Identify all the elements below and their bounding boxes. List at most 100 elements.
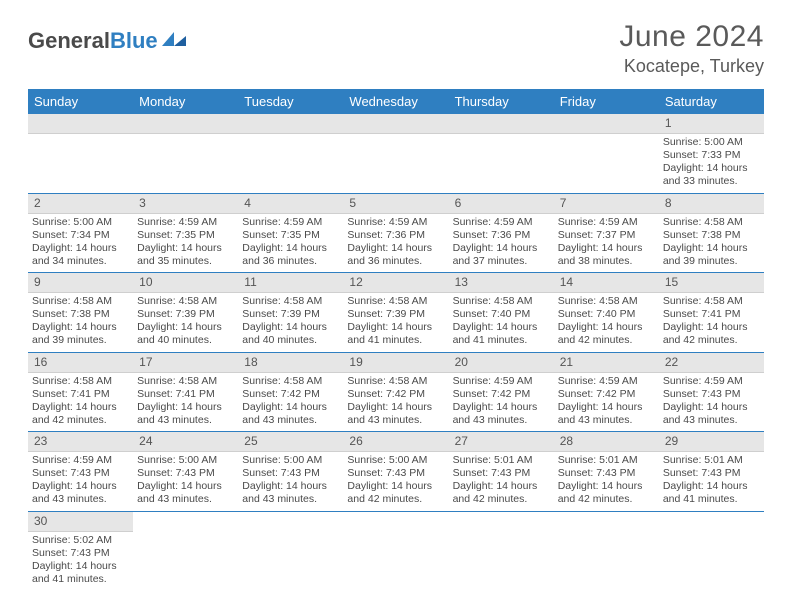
weekday-header: Tuesday	[238, 89, 343, 114]
sunset-text: Sunset: 7:43 PM	[137, 467, 234, 480]
week-row: 9Sunrise: 4:58 AMSunset: 7:38 PMDaylight…	[28, 273, 764, 353]
day-cell: 4Sunrise: 4:59 AMSunset: 7:35 PMDaylight…	[238, 193, 343, 273]
month-title: June 2024	[619, 20, 764, 54]
day-cell: 23Sunrise: 4:59 AMSunset: 7:43 PMDayligh…	[28, 432, 133, 512]
day-cell	[238, 114, 343, 193]
day-cell: 22Sunrise: 4:59 AMSunset: 7:43 PMDayligh…	[659, 352, 764, 432]
brand-part1: General	[28, 28, 110, 54]
day-cell: 27Sunrise: 5:01 AMSunset: 7:43 PMDayligh…	[449, 432, 554, 512]
calendar-body: 1Sunrise: 5:00 AMSunset: 7:33 PMDaylight…	[28, 114, 764, 590]
day-cell: 19Sunrise: 4:58 AMSunset: 7:42 PMDayligh…	[343, 352, 448, 432]
day-cell	[238, 511, 343, 590]
sunset-text: Sunset: 7:43 PM	[32, 547, 129, 560]
sunset-text: Sunset: 7:43 PM	[663, 388, 760, 401]
day-cell: 30Sunrise: 5:02 AMSunset: 7:43 PMDayligh…	[28, 511, 133, 590]
sunrise-text: Sunrise: 4:59 AM	[663, 375, 760, 388]
sunset-text: Sunset: 7:38 PM	[663, 229, 760, 242]
daylight-text: Daylight: 14 hours and 43 minutes.	[558, 401, 655, 427]
day-number: 4	[238, 194, 343, 214]
daylight-text: Daylight: 14 hours and 33 minutes.	[663, 162, 760, 188]
day-cell: 12Sunrise: 4:58 AMSunset: 7:39 PMDayligh…	[343, 273, 448, 353]
day-cell: 21Sunrise: 4:59 AMSunset: 7:42 PMDayligh…	[554, 352, 659, 432]
daylight-text: Daylight: 14 hours and 36 minutes.	[242, 242, 339, 268]
weekday-header: Saturday	[659, 89, 764, 114]
day-number: 17	[133, 353, 238, 373]
daylight-text: Daylight: 14 hours and 43 minutes.	[453, 401, 550, 427]
header: GeneralBlue June 2024 Kocatepe, Turkey	[28, 20, 764, 77]
day-cell: 26Sunrise: 5:00 AMSunset: 7:43 PMDayligh…	[343, 432, 448, 512]
day-cell: 5Sunrise: 4:59 AMSunset: 7:36 PMDaylight…	[343, 193, 448, 273]
sunrise-text: Sunrise: 4:59 AM	[347, 216, 444, 229]
daylight-text: Daylight: 14 hours and 39 minutes.	[663, 242, 760, 268]
day-cell: 18Sunrise: 4:58 AMSunset: 7:42 PMDayligh…	[238, 352, 343, 432]
sunset-text: Sunset: 7:40 PM	[453, 308, 550, 321]
day-number: 22	[659, 353, 764, 373]
sunset-text: Sunset: 7:36 PM	[453, 229, 550, 242]
sunset-text: Sunset: 7:41 PM	[663, 308, 760, 321]
sunset-text: Sunset: 7:42 PM	[453, 388, 550, 401]
day-number: 26	[343, 432, 448, 452]
daylight-text: Daylight: 14 hours and 41 minutes.	[663, 480, 760, 506]
day-number: 19	[343, 353, 448, 373]
day-number: 8	[659, 194, 764, 214]
day-number: 5	[343, 194, 448, 214]
day-cell	[449, 511, 554, 590]
daylight-text: Daylight: 14 hours and 38 minutes.	[558, 242, 655, 268]
day-number: 28	[554, 432, 659, 452]
day-cell: 14Sunrise: 4:58 AMSunset: 7:40 PMDayligh…	[554, 273, 659, 353]
sunset-text: Sunset: 7:43 PM	[663, 467, 760, 480]
sunrise-text: Sunrise: 5:00 AM	[663, 136, 760, 149]
daylight-text: Daylight: 14 hours and 43 minutes.	[347, 401, 444, 427]
sunrise-text: Sunrise: 4:59 AM	[137, 216, 234, 229]
sunrise-text: Sunrise: 4:58 AM	[663, 295, 760, 308]
day-cell: 3Sunrise: 4:59 AMSunset: 7:35 PMDaylight…	[133, 193, 238, 273]
day-cell: 25Sunrise: 5:00 AMSunset: 7:43 PMDayligh…	[238, 432, 343, 512]
weekday-header: Friday	[554, 89, 659, 114]
daylight-text: Daylight: 14 hours and 35 minutes.	[137, 242, 234, 268]
day-cell	[554, 114, 659, 193]
day-number: 2	[28, 194, 133, 214]
sunrise-text: Sunrise: 4:58 AM	[558, 295, 655, 308]
daylight-text: Daylight: 14 hours and 42 minutes.	[558, 321, 655, 347]
day-number: 12	[343, 273, 448, 293]
day-cell: 2Sunrise: 5:00 AMSunset: 7:34 PMDaylight…	[28, 193, 133, 273]
sunset-text: Sunset: 7:33 PM	[663, 149, 760, 162]
daylight-text: Daylight: 14 hours and 41 minutes.	[453, 321, 550, 347]
daylight-text: Daylight: 14 hours and 42 minutes.	[32, 401, 129, 427]
weekday-header: Thursday	[449, 89, 554, 114]
day-number: 18	[238, 353, 343, 373]
sunrise-text: Sunrise: 4:58 AM	[137, 295, 234, 308]
day-number: 25	[238, 432, 343, 452]
day-cell: 10Sunrise: 4:58 AMSunset: 7:39 PMDayligh…	[133, 273, 238, 353]
day-cell: 6Sunrise: 4:59 AMSunset: 7:36 PMDaylight…	[449, 193, 554, 273]
day-number: 3	[133, 194, 238, 214]
day-number: 23	[28, 432, 133, 452]
sunset-text: Sunset: 7:34 PM	[32, 229, 129, 242]
day-number: 20	[449, 353, 554, 373]
day-number: 14	[554, 273, 659, 293]
day-cell: 8Sunrise: 4:58 AMSunset: 7:38 PMDaylight…	[659, 193, 764, 273]
sunset-text: Sunset: 7:35 PM	[242, 229, 339, 242]
weekday-header-row: Sunday Monday Tuesday Wednesday Thursday…	[28, 89, 764, 114]
sunset-text: Sunset: 7:43 PM	[242, 467, 339, 480]
day-number: 9	[28, 273, 133, 293]
day-cell: 28Sunrise: 5:01 AMSunset: 7:43 PMDayligh…	[554, 432, 659, 512]
day-number: 10	[133, 273, 238, 293]
week-row: 23Sunrise: 4:59 AMSunset: 7:43 PMDayligh…	[28, 432, 764, 512]
sunrise-text: Sunrise: 5:01 AM	[453, 454, 550, 467]
daylight-text: Daylight: 14 hours and 42 minutes.	[558, 480, 655, 506]
calendar-table: Sunday Monday Tuesday Wednesday Thursday…	[28, 89, 764, 590]
sunrise-text: Sunrise: 4:58 AM	[347, 295, 444, 308]
daylight-text: Daylight: 14 hours and 39 minutes.	[32, 321, 129, 347]
day-cell	[659, 511, 764, 590]
daylight-text: Daylight: 14 hours and 37 minutes.	[453, 242, 550, 268]
weekday-header: Monday	[133, 89, 238, 114]
day-number: 11	[238, 273, 343, 293]
title-block: June 2024 Kocatepe, Turkey	[619, 20, 764, 77]
day-cell: 29Sunrise: 5:01 AMSunset: 7:43 PMDayligh…	[659, 432, 764, 512]
day-cell	[133, 511, 238, 590]
daylight-text: Daylight: 14 hours and 40 minutes.	[242, 321, 339, 347]
sunrise-text: Sunrise: 4:58 AM	[32, 375, 129, 388]
sunset-text: Sunset: 7:43 PM	[558, 467, 655, 480]
day-cell: 15Sunrise: 4:58 AMSunset: 7:41 PMDayligh…	[659, 273, 764, 353]
